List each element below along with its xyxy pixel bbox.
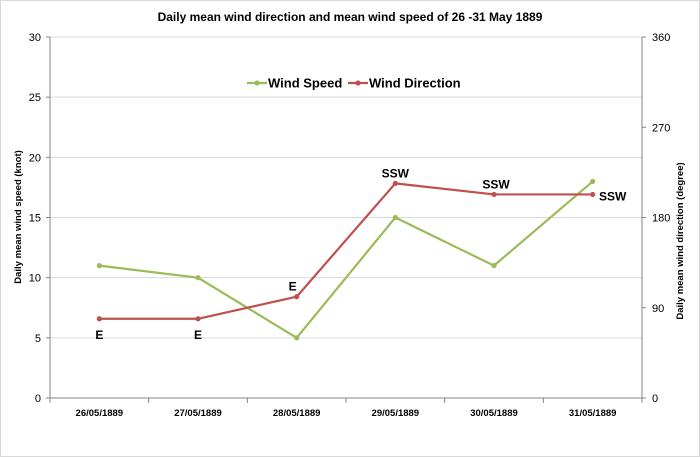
data-label: E [95,328,103,342]
right-tick-label: 90 [652,303,664,315]
legend: Wind Speed Wind Direction [247,76,461,91]
wind-speed-point [96,263,102,269]
data-label: E [289,280,297,294]
left-axis-ticks: 0 5 10 15 20 25 30 [29,32,50,405]
right-axis-ticks: 0 90 180 270 360 [642,32,670,405]
wind-speed-series [96,178,596,341]
series-layer: E E E SSW SSW SSW [95,166,627,341]
wind-direction-point [294,294,300,300]
left-tick-label: 15 [29,213,41,225]
legend-wind-speed-marker [254,80,260,86]
left-tick-label: 5 [35,333,41,345]
wind-direction-point [96,316,102,322]
right-axis-label: Daily mean wind direction (degree) [675,162,686,319]
wind-speed-point [294,335,300,341]
wind-direction-point [392,180,398,187]
wind-direction-line [99,182,593,320]
gridlines [50,36,642,339]
data-label: E [194,328,202,342]
data-label: SSW [482,177,510,191]
right-tick-label: 360 [652,32,670,44]
chart-title: Daily mean wind direction and mean wind … [158,10,543,24]
wind-direction-series: E E E SSW SSW SSW [95,166,627,341]
wind-direction-point [491,191,497,198]
wind-speed-point [195,275,201,281]
data-label: SSW [599,189,627,203]
x-tick-label: 27/05/1889 [174,408,222,419]
legend-wind-speed-label: Wind Speed [268,76,342,91]
wind-speed-point [392,214,398,221]
x-tick-label: 26/05/1889 [76,408,124,419]
wind-speed-point [491,263,497,269]
left-tick-label: 25 [29,92,41,104]
x-tick-label: 29/05/1889 [372,408,420,419]
legend-wind-direction-label: Wind Direction [369,76,461,91]
x-tick-label: 28/05/1889 [273,408,321,419]
left-tick-label: 30 [29,32,41,44]
left-tick-label: 20 [29,152,41,164]
wind-direction-point [590,191,596,198]
data-label: SSW [382,166,410,180]
legend-wind-direction-marker [355,80,361,86]
right-tick-label: 180 [652,213,670,225]
x-tick-label: 31/05/1889 [569,408,617,419]
right-tick-label: 270 [652,122,670,134]
wind-speed-point [590,178,596,184]
right-tick-label: 0 [652,393,658,405]
x-tick-label: 30/05/1889 [470,408,518,419]
wind-direction-point [195,316,201,322]
wind-speed-line [99,180,594,339]
left-tick-label: 0 [35,393,41,405]
left-tick-label: 10 [29,273,41,285]
x-axis-ticks: 26/05/1889 27/05/1889 28/05/1889 29/05/1889… [49,398,643,419]
left-axis-label: Daily mean wind speed (knot) [13,150,24,284]
